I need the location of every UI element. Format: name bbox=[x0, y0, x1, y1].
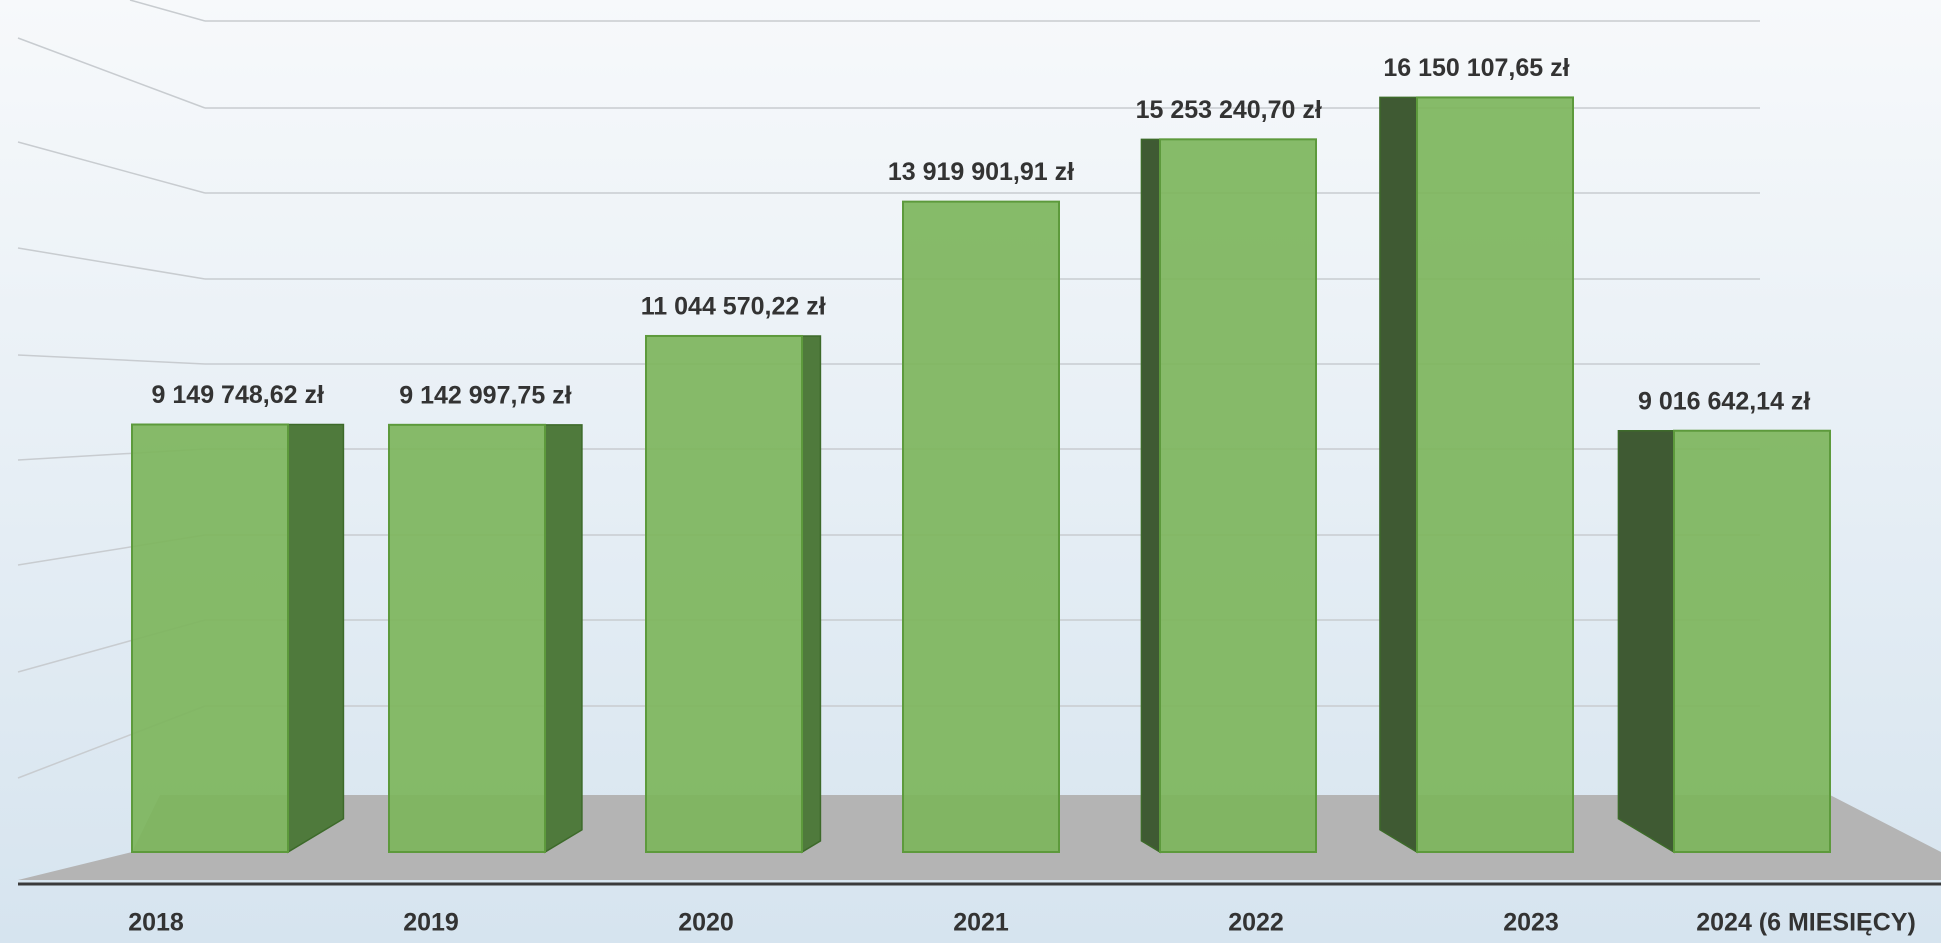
x-tick-label: 2020 bbox=[678, 909, 734, 937]
x-tick-label: 2018 bbox=[128, 909, 184, 937]
bar-side bbox=[1379, 96, 1418, 854]
bar-side bbox=[1140, 138, 1161, 854]
bar-side bbox=[801, 335, 822, 854]
x-tick-label: 2021 bbox=[953, 909, 1009, 937]
bar bbox=[902, 200, 1060, 854]
x-tick-label: 2023 bbox=[1503, 909, 1559, 937]
bar bbox=[131, 423, 289, 853]
value-label: 9 142 997,75 zł bbox=[399, 381, 571, 409]
bar bbox=[1673, 429, 1831, 853]
bar-side bbox=[1617, 429, 1675, 854]
bar-side bbox=[544, 424, 583, 854]
x-tick-label: 2022 bbox=[1228, 909, 1284, 937]
bar bbox=[1416, 96, 1574, 853]
bar bbox=[1159, 138, 1317, 853]
x-tick-label: 2019 bbox=[403, 909, 459, 937]
bar-side bbox=[287, 423, 345, 854]
value-label: 13 919 901,91 zł bbox=[888, 158, 1074, 186]
bar bbox=[645, 334, 803, 853]
bar bbox=[388, 423, 546, 853]
value-label: 9 016 642,14 zł bbox=[1638, 387, 1810, 415]
value-label: 11 044 570,22 zł bbox=[641, 293, 826, 321]
value-label: 9 149 748,62 zł bbox=[152, 381, 324, 409]
x-tick-label: 2024 (6 MIESIĘCY) bbox=[1696, 909, 1916, 937]
value-label: 15 253 240,70 zł bbox=[1136, 96, 1322, 124]
value-label: 16 150 107,65 zł bbox=[1383, 54, 1569, 82]
